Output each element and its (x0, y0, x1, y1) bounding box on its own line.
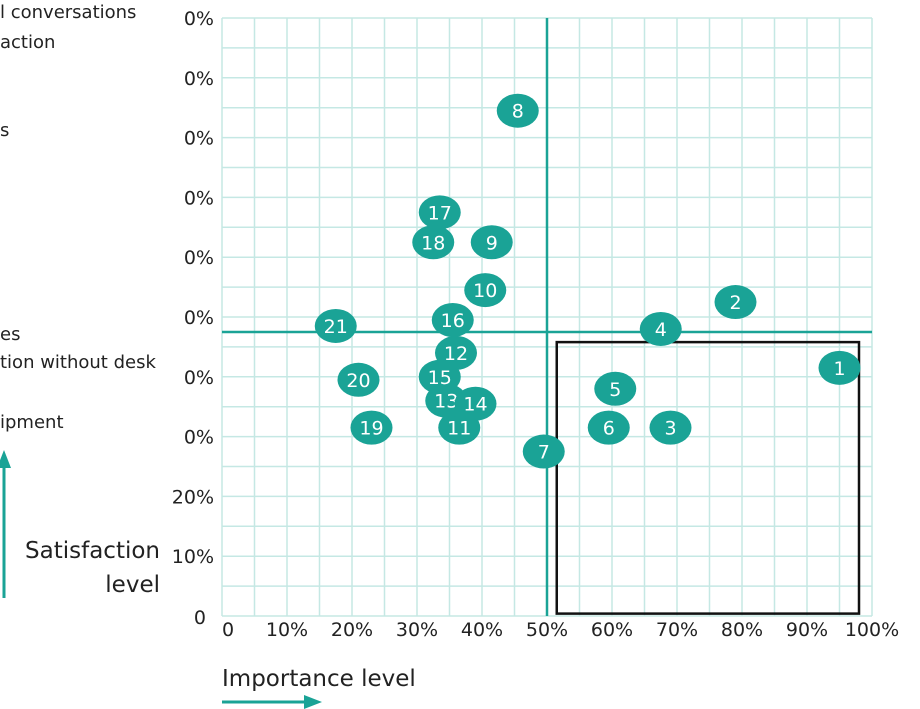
data-point-label: 19 (359, 418, 383, 440)
x-tick-label: 60% (591, 619, 633, 641)
data-point-4: 4 (639, 311, 682, 346)
data-point-17: 17 (418, 195, 461, 230)
y-tick-label: 0% (184, 68, 214, 90)
data-point-marker (464, 273, 507, 308)
data-point-marker (337, 362, 380, 397)
data-point-label: 18 (421, 232, 445, 254)
y-axis-arrow (0, 450, 11, 598)
data-point-label: 4 (655, 319, 667, 341)
data-point-16: 16 (431, 302, 474, 337)
x-axis-title: Importance level (222, 666, 416, 692)
data-point-marker (412, 225, 455, 260)
data-point-marker (418, 359, 461, 394)
data-point-9: 9 (470, 225, 513, 260)
y-tick-label: 0% (184, 8, 214, 30)
data-point-label: 8 (512, 101, 524, 123)
left-legend-text: s (0, 120, 10, 141)
y-axis-title-line1: Satisfaction (25, 538, 160, 564)
data-point-15: 15 (418, 359, 461, 394)
x-axis-arrow (222, 695, 322, 709)
y-tick-label: 0% (184, 128, 214, 150)
data-point-marker (818, 350, 861, 385)
data-point-marker (594, 371, 637, 406)
data-point-label: 14 (463, 394, 487, 416)
data-point-label: 16 (441, 310, 465, 332)
data-point-label: 15 (428, 367, 452, 389)
data-point-label: 13 (434, 391, 458, 413)
x-tick-label: 90% (786, 619, 828, 641)
data-point-marker (470, 225, 513, 260)
data-point-marker (418, 195, 461, 230)
data-point-5: 5 (594, 371, 637, 406)
y-tick-label: 0% (184, 367, 214, 389)
data-point-label: 20 (346, 370, 370, 392)
data-point-6: 6 (587, 410, 630, 445)
data-point-marker (314, 308, 357, 343)
left-legend-text: ipment (0, 412, 64, 433)
grid (221, 17, 873, 617)
data-point-20: 20 (337, 362, 380, 397)
data-point-label: 3 (664, 418, 676, 440)
x-tick-label: 80% (721, 619, 763, 641)
x-tick-label: 100% (845, 619, 899, 641)
left-legend-text: action (0, 32, 56, 53)
data-point-label: 7 (538, 442, 550, 464)
left-legend-text: es (0, 324, 21, 345)
y-origin-label: 0 (194, 607, 206, 629)
data-point-1: 1 (818, 350, 861, 385)
data-point-label: 5 (609, 379, 621, 401)
y-tick-label: 0% (184, 247, 214, 269)
x-tick-label: 40% (461, 619, 503, 641)
data-point-19: 19 (350, 410, 393, 445)
data-point-marker (639, 311, 682, 346)
data-point-marker (431, 302, 474, 337)
x-tick-label: 30% (396, 619, 438, 641)
data-point-14: 14 (454, 386, 497, 421)
y-tick-label: 20% (172, 486, 214, 508)
data-point-marker (714, 285, 757, 320)
data-point-marker (350, 410, 393, 445)
x-tick-label: 20% (331, 619, 373, 641)
data-point-label: 12 (444, 343, 468, 365)
left-legend-text: tion without desk (0, 352, 156, 373)
data-point-label: 21 (324, 316, 348, 338)
x-tick-label: 70% (656, 619, 698, 641)
data-point-3: 3 (649, 410, 692, 445)
data-point-21: 21 (314, 308, 357, 343)
x-tick-label: 0 (222, 619, 234, 641)
highlight-box (555, 340, 861, 615)
y-tick-label: 10% (172, 546, 214, 568)
y-tick-label: 0% (184, 427, 214, 449)
data-point-marker (496, 93, 539, 128)
data-point-label: 10 (473, 280, 497, 302)
data-point-label: 1 (833, 358, 845, 380)
data-point-label: 11 (447, 418, 471, 440)
x-axis-ticks: 0 10% 20% 30% 40% 50% 60% 70% 80% 90% 100% (222, 619, 899, 641)
data-point-7: 7 (522, 434, 565, 469)
data-point-label: 9 (486, 232, 498, 254)
left-legend-text: l conversations (0, 2, 137, 23)
data-point-marker (454, 386, 497, 421)
x-tick-label: 50% (526, 619, 568, 641)
data-point-marker (649, 410, 692, 445)
data-point-marker (587, 410, 630, 445)
x-tick-label: 10% (266, 619, 308, 641)
data-point-marker (522, 434, 565, 469)
y-axis-ticks: 10% 20% 0% 0% 0% 0% 0% 0% 0% 0% (172, 8, 214, 568)
y-tick-label: 0% (184, 187, 214, 209)
data-point-label: 17 (428, 202, 452, 224)
data-point-10: 10 (464, 273, 507, 308)
y-tick-label: 0% (184, 307, 214, 329)
data-point-18: 18 (412, 225, 455, 260)
data-point-8: 8 (496, 93, 539, 128)
data-point-label: 2 (729, 292, 741, 314)
data-point-2: 2 (714, 285, 757, 320)
y-axis-title-line2: level (105, 572, 160, 598)
data-point-label: 6 (603, 418, 615, 440)
